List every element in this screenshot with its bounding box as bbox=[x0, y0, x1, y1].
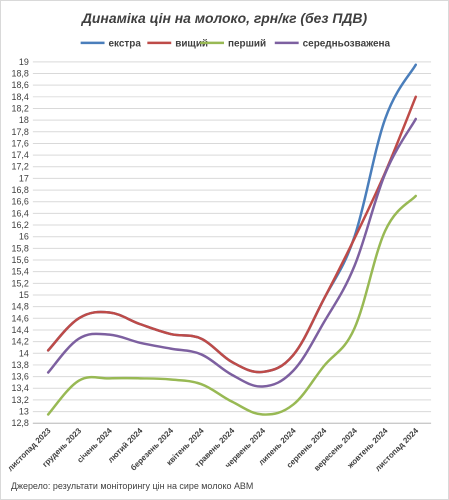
y-tick-label: 14,2 bbox=[11, 337, 28, 347]
y-tick-label: 15,2 bbox=[11, 278, 28, 288]
legend-label: перший bbox=[228, 38, 266, 49]
y-tick-label: 14,4 bbox=[11, 325, 28, 335]
legend-label: вищий bbox=[175, 38, 208, 49]
y-tick-label: 13,2 bbox=[11, 395, 28, 405]
y-tick-label: 17,8 bbox=[11, 127, 28, 137]
y-tick-label: 16,6 bbox=[11, 197, 28, 207]
y-tick-label: 16,8 bbox=[11, 185, 28, 195]
series-line-екстра bbox=[46, 63, 418, 374]
y-tick-label: 15,4 bbox=[11, 267, 28, 277]
y-tick-label: 15 bbox=[19, 290, 29, 300]
series-lines bbox=[46, 63, 418, 416]
y-tick-label: 19 bbox=[19, 57, 29, 67]
y-tick-label: 14,8 bbox=[11, 302, 28, 312]
series-line-перший bbox=[46, 194, 418, 416]
y-tick-label: 17 bbox=[19, 173, 29, 183]
y-tick-label: 13,8 bbox=[11, 360, 28, 370]
y-tick-label: 14,6 bbox=[11, 313, 28, 323]
y-tick-label: 18,4 bbox=[11, 92, 28, 102]
y-tick-label: 12,8 bbox=[11, 418, 28, 428]
y-tick-label: 14 bbox=[19, 348, 29, 358]
y-tick-label: 15,6 bbox=[11, 255, 28, 265]
y-tick-label: 17,4 bbox=[11, 150, 28, 160]
y-tick-label: 13,6 bbox=[11, 372, 28, 382]
y-tick-label: 13,4 bbox=[11, 383, 28, 393]
y-tick-label: 18,2 bbox=[11, 103, 28, 113]
chart-legend: екстра вищий перший середньозважена bbox=[80, 38, 391, 49]
y-tick-label: 16 bbox=[19, 232, 29, 242]
series-line-вищий bbox=[46, 95, 418, 374]
series-line-середньозважена bbox=[46, 117, 418, 388]
y-tick-label: 15,8 bbox=[11, 243, 28, 253]
gridlines bbox=[32, 61, 432, 424]
source-note: Джерело: результати моніторингу цін на с… bbox=[11, 481, 253, 491]
y-tick-label: 13 bbox=[19, 407, 29, 417]
y-tick-label: 17,2 bbox=[11, 162, 28, 172]
chart-title: Динаміка цін на молоко, грн/кг (без ПДВ) bbox=[81, 10, 368, 26]
y-tick-label: 17,6 bbox=[11, 138, 28, 148]
legend-label: середньозважена bbox=[303, 38, 391, 49]
legend-label: екстра bbox=[109, 38, 142, 49]
y-tick-label: 18,8 bbox=[11, 68, 28, 78]
y-tick-label: 16,4 bbox=[11, 208, 28, 218]
y-tick-label: 18,6 bbox=[11, 80, 28, 90]
y-tick-label: 16,2 bbox=[11, 220, 28, 230]
y-tick-label: 18 bbox=[19, 115, 29, 125]
